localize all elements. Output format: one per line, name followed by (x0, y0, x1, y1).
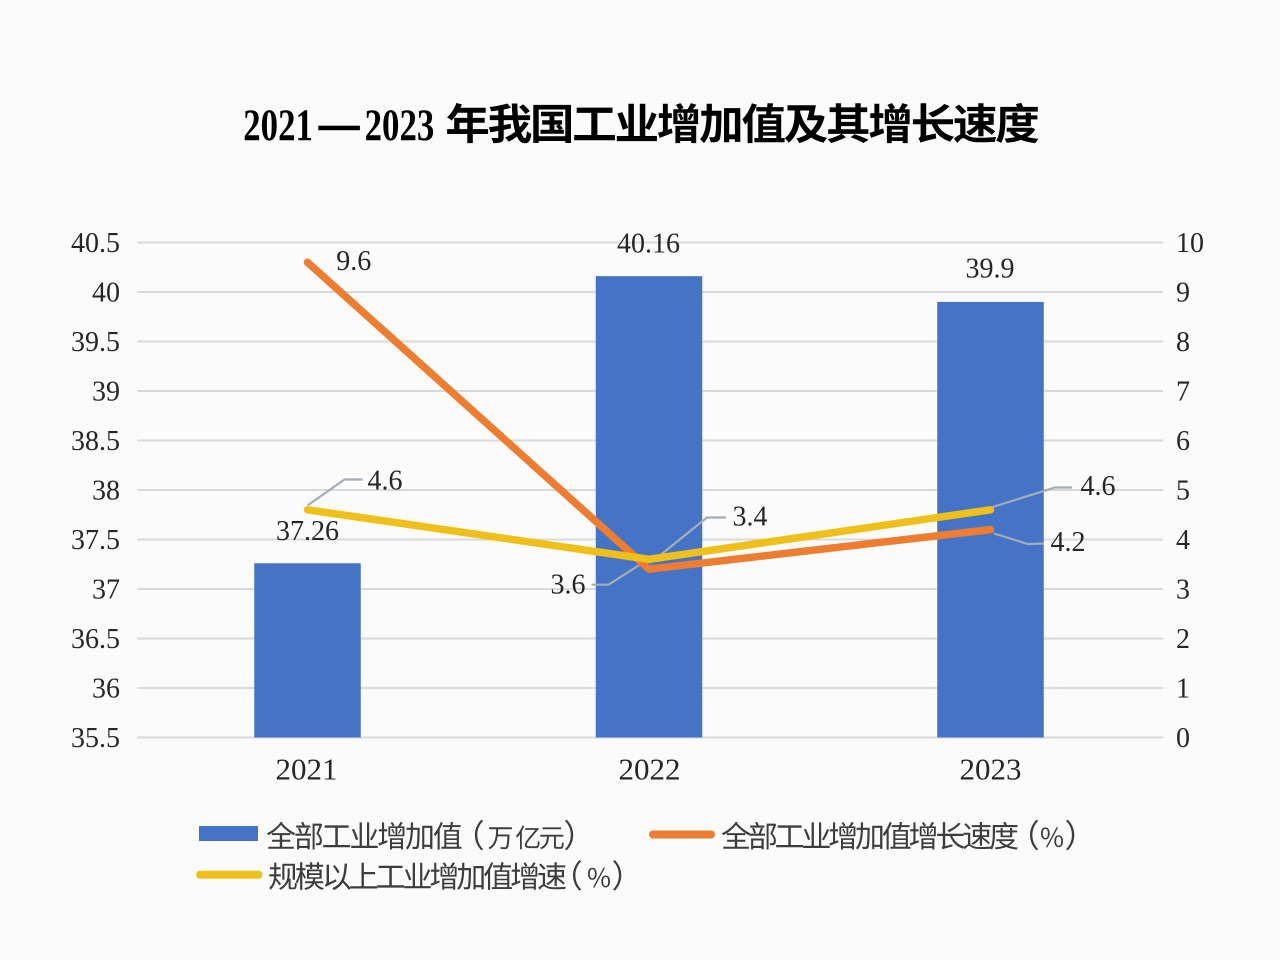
svg-text:37.26: 37.26 (276, 516, 339, 547)
svg-text:4.6: 4.6 (1081, 471, 1116, 502)
svg-text:4.6: 4.6 (368, 466, 403, 497)
svg-text:4: 4 (1176, 525, 1190, 556)
svg-text:3.4: 3.4 (733, 502, 768, 533)
svg-text:9.6: 9.6 (336, 246, 371, 277)
svg-text:3.6: 3.6 (551, 570, 586, 601)
svg-text:37.5: 37.5 (71, 525, 120, 556)
svg-text:40: 40 (92, 278, 120, 309)
svg-text:36: 36 (92, 674, 120, 705)
svg-text:38: 38 (92, 476, 120, 507)
svg-text:35.5: 35.5 (71, 723, 120, 754)
svg-text:7: 7 (1176, 377, 1190, 408)
svg-text:37: 37 (92, 575, 120, 606)
svg-text:4.2: 4.2 (1051, 527, 1086, 558)
svg-text:6: 6 (1176, 426, 1190, 457)
svg-text:2021: 2021 (276, 752, 338, 787)
svg-text:40.5: 40.5 (71, 228, 120, 259)
svg-text:36.5: 36.5 (71, 624, 120, 655)
svg-text:2023: 2023 (960, 752, 1022, 787)
svg-text:38.5: 38.5 (71, 426, 120, 457)
svg-text:1: 1 (1176, 674, 1190, 705)
svg-text:39.5: 39.5 (71, 327, 120, 358)
svg-text:9: 9 (1176, 278, 1190, 309)
svg-text:0: 0 (1176, 723, 1190, 754)
svg-text:40.16: 40.16 (617, 228, 680, 259)
svg-text:8: 8 (1176, 327, 1190, 358)
svg-text:3: 3 (1176, 575, 1190, 606)
svg-text:39.9: 39.9 (966, 254, 1015, 285)
svg-text:2: 2 (1176, 624, 1190, 655)
svg-text:10: 10 (1176, 228, 1204, 259)
svg-text:2022: 2022 (619, 752, 681, 787)
svg-text:39: 39 (92, 377, 120, 408)
svg-text:5: 5 (1176, 476, 1190, 507)
